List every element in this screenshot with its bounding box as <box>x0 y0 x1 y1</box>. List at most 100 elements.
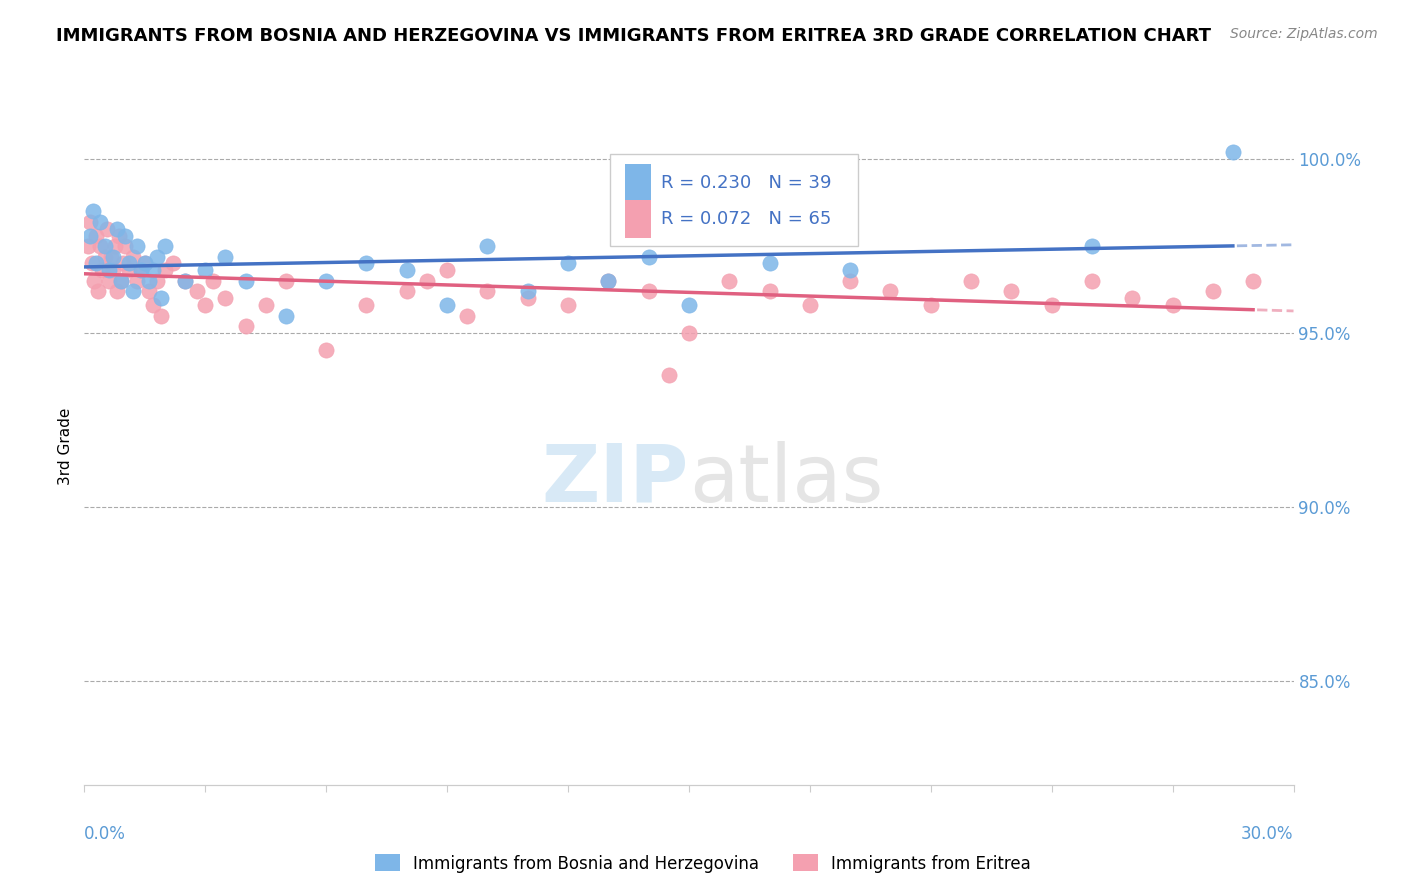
Point <box>118 263 141 277</box>
Point <box>100 250 122 264</box>
Point <box>456 309 478 323</box>
Point <box>77 239 100 253</box>
Point <box>107 228 129 243</box>
Point <box>1241 274 1264 288</box>
Point <box>214 250 236 264</box>
Point <box>557 298 579 312</box>
Point <box>149 291 172 305</box>
Point <box>960 274 983 288</box>
Point <box>93 239 115 253</box>
Point <box>146 250 169 264</box>
Point <box>121 285 143 299</box>
Point <box>91 263 114 277</box>
Point <box>718 274 741 288</box>
Point <box>395 263 418 277</box>
Bar <box>610 154 858 246</box>
Point <box>174 274 197 288</box>
Point <box>79 228 101 243</box>
Point <box>101 263 124 277</box>
Point <box>839 274 862 288</box>
Point <box>86 228 108 243</box>
Point <box>637 250 659 264</box>
Point <box>516 285 538 299</box>
Point <box>125 239 148 253</box>
Point <box>97 263 120 277</box>
Point <box>274 274 297 288</box>
Point <box>557 256 579 270</box>
Point <box>114 228 136 243</box>
Point <box>436 263 458 277</box>
Text: atlas: atlas <box>689 441 883 519</box>
Point <box>153 239 176 253</box>
Text: Source: ZipAtlas.com: Source: ZipAtlas.com <box>1230 27 1378 41</box>
Point <box>235 274 257 288</box>
Point <box>516 291 538 305</box>
Point <box>96 221 118 235</box>
Point <box>356 256 378 270</box>
Point <box>395 285 418 299</box>
Point <box>125 274 148 288</box>
Point <box>153 263 176 277</box>
Point <box>134 256 156 270</box>
Text: R = 0.230   N = 39: R = 0.230 N = 39 <box>661 174 831 192</box>
Point <box>315 343 337 358</box>
Text: ZIP: ZIP <box>541 441 689 519</box>
Point <box>86 256 108 270</box>
Point <box>758 285 780 299</box>
Point <box>254 298 277 312</box>
Point <box>138 285 160 299</box>
Point <box>114 239 136 253</box>
Point <box>129 263 152 277</box>
Text: 0.0%: 0.0% <box>84 825 127 843</box>
Point <box>162 256 184 270</box>
Point <box>121 250 143 264</box>
Point <box>138 274 160 288</box>
Point <box>142 298 165 312</box>
Point <box>477 239 499 253</box>
Point <box>436 298 458 312</box>
Point <box>89 215 111 229</box>
Point <box>598 274 620 288</box>
Point <box>1081 239 1104 253</box>
Point <box>799 298 821 312</box>
Legend: Immigrants from Bosnia and Herzegovina, Immigrants from Eritrea: Immigrants from Bosnia and Herzegovina, … <box>368 847 1038 880</box>
Point <box>214 291 236 305</box>
Point <box>598 274 620 288</box>
Point <box>1222 145 1244 160</box>
Point <box>101 250 124 264</box>
Point <box>186 285 208 299</box>
Point <box>416 274 439 288</box>
Point <box>758 256 780 270</box>
Point <box>202 274 225 288</box>
Point <box>356 298 378 312</box>
Point <box>82 204 104 219</box>
Point <box>274 309 297 323</box>
Point <box>93 250 115 264</box>
Point <box>149 309 172 323</box>
Point <box>920 298 942 312</box>
Point <box>105 285 128 299</box>
Point <box>89 239 111 253</box>
Point <box>879 285 901 299</box>
Point <box>110 274 132 288</box>
Y-axis label: 3rd Grade: 3rd Grade <box>58 408 73 484</box>
Point <box>637 285 659 299</box>
Point <box>104 239 127 253</box>
Point <box>477 285 499 299</box>
Point <box>97 274 120 288</box>
Point <box>1040 298 1063 312</box>
Point <box>839 263 862 277</box>
Point <box>194 298 217 312</box>
Text: R = 0.072   N = 65: R = 0.072 N = 65 <box>661 210 831 227</box>
Point <box>1081 274 1104 288</box>
Point <box>678 298 700 312</box>
Point <box>129 263 152 277</box>
Bar <box>624 164 651 202</box>
Point <box>142 263 165 277</box>
Point <box>134 256 156 270</box>
Bar <box>624 200 651 237</box>
Point <box>194 263 217 277</box>
Point <box>110 274 132 288</box>
Point <box>1202 285 1225 299</box>
Point <box>1121 291 1143 305</box>
